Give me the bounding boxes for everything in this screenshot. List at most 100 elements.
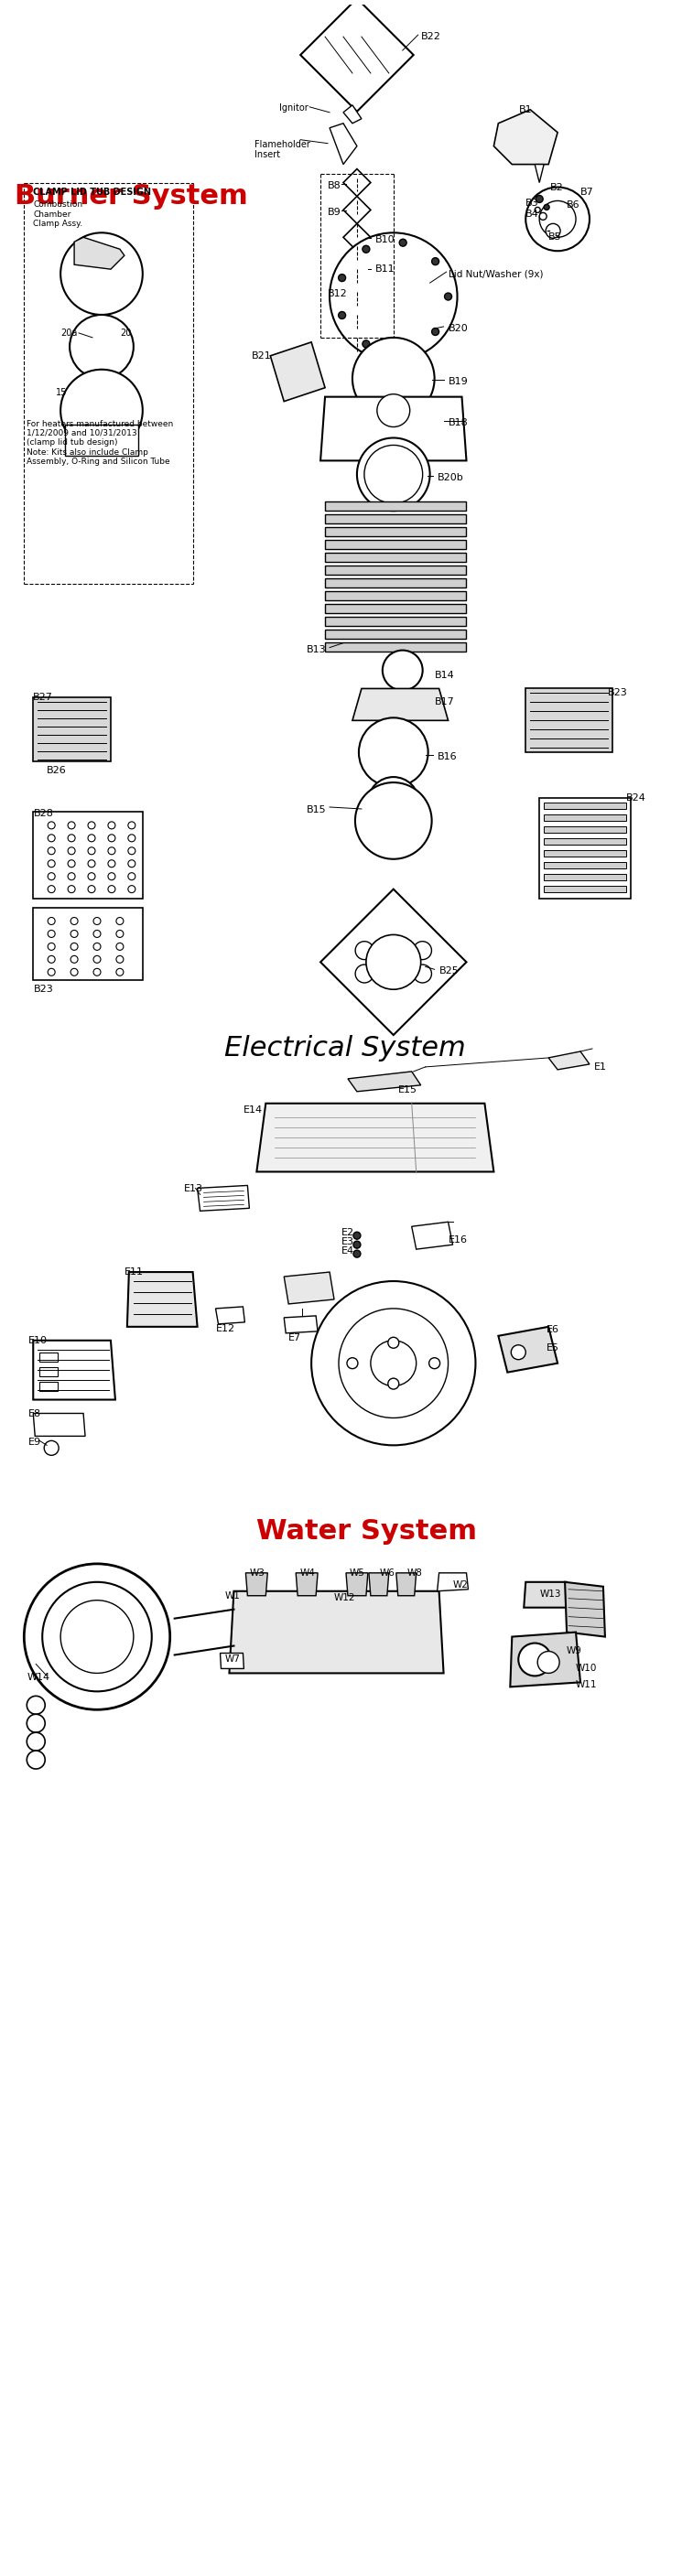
Circle shape bbox=[359, 719, 428, 788]
Text: B9: B9 bbox=[328, 209, 341, 216]
Text: B5: B5 bbox=[548, 232, 562, 242]
Circle shape bbox=[116, 969, 123, 976]
Circle shape bbox=[61, 1600, 134, 1674]
Circle shape bbox=[353, 1231, 361, 1239]
Text: Lid Nut/Washer (9x): Lid Nut/Washer (9x) bbox=[448, 268, 543, 278]
Polygon shape bbox=[524, 1582, 569, 1607]
Polygon shape bbox=[33, 1414, 85, 1437]
Circle shape bbox=[128, 873, 135, 881]
Text: E2: E2 bbox=[342, 1229, 355, 1236]
Text: W1: W1 bbox=[224, 1592, 240, 1600]
Text: Flameholder
Insert: Flameholder Insert bbox=[255, 139, 310, 160]
Text: B20: B20 bbox=[448, 325, 468, 332]
Circle shape bbox=[27, 1695, 45, 1713]
Polygon shape bbox=[412, 1221, 453, 1249]
Circle shape bbox=[70, 943, 78, 951]
Polygon shape bbox=[343, 224, 370, 250]
Polygon shape bbox=[544, 873, 626, 881]
Text: Water System: Water System bbox=[256, 1517, 477, 1546]
Circle shape bbox=[108, 886, 115, 894]
Circle shape bbox=[70, 969, 78, 976]
Polygon shape bbox=[325, 554, 466, 562]
Polygon shape bbox=[325, 603, 466, 613]
Circle shape bbox=[128, 886, 135, 894]
Circle shape bbox=[338, 273, 346, 281]
Circle shape bbox=[368, 778, 419, 827]
Circle shape bbox=[88, 822, 95, 829]
Circle shape bbox=[44, 1440, 59, 1455]
Polygon shape bbox=[325, 567, 466, 574]
Polygon shape bbox=[329, 124, 357, 165]
Polygon shape bbox=[300, 0, 413, 111]
Circle shape bbox=[93, 917, 101, 925]
Circle shape bbox=[93, 969, 101, 976]
Circle shape bbox=[48, 886, 55, 894]
Circle shape bbox=[539, 214, 547, 219]
Polygon shape bbox=[325, 616, 466, 626]
Circle shape bbox=[366, 935, 421, 989]
Circle shape bbox=[108, 860, 115, 868]
Text: B17: B17 bbox=[434, 698, 454, 706]
Text: B20b: B20b bbox=[437, 474, 464, 482]
Circle shape bbox=[544, 204, 550, 209]
Circle shape bbox=[61, 232, 143, 314]
Polygon shape bbox=[256, 1103, 494, 1172]
Circle shape bbox=[93, 943, 101, 951]
Text: E16: E16 bbox=[448, 1236, 467, 1244]
Text: B25: B25 bbox=[439, 966, 459, 976]
Text: E3: E3 bbox=[342, 1236, 354, 1247]
Circle shape bbox=[68, 873, 75, 881]
Polygon shape bbox=[353, 688, 448, 721]
Circle shape bbox=[429, 1358, 440, 1368]
Circle shape bbox=[108, 822, 115, 829]
Circle shape bbox=[68, 822, 75, 829]
Polygon shape bbox=[197, 1185, 250, 1211]
Circle shape bbox=[88, 860, 95, 868]
Circle shape bbox=[329, 232, 458, 361]
Circle shape bbox=[48, 969, 55, 976]
Text: W2: W2 bbox=[453, 1579, 468, 1589]
Circle shape bbox=[88, 873, 95, 881]
Polygon shape bbox=[33, 698, 110, 762]
Circle shape bbox=[377, 394, 410, 428]
Polygon shape bbox=[33, 907, 143, 981]
Text: W9: W9 bbox=[567, 1646, 582, 1654]
Circle shape bbox=[68, 860, 75, 868]
Bar bbox=[40, 1368, 58, 1376]
Circle shape bbox=[353, 1249, 361, 1257]
Circle shape bbox=[535, 206, 540, 214]
Text: B4: B4 bbox=[526, 209, 539, 219]
Circle shape bbox=[432, 258, 439, 265]
Polygon shape bbox=[65, 425, 138, 456]
Text: E8: E8 bbox=[29, 1409, 42, 1417]
Circle shape bbox=[338, 312, 346, 319]
Circle shape bbox=[536, 196, 543, 204]
Polygon shape bbox=[321, 889, 466, 1036]
Circle shape bbox=[526, 188, 589, 250]
Circle shape bbox=[362, 340, 370, 348]
Circle shape bbox=[399, 240, 406, 247]
Text: B2: B2 bbox=[550, 183, 564, 191]
Text: E10: E10 bbox=[29, 1337, 48, 1345]
Polygon shape bbox=[284, 1273, 334, 1303]
Text: W7: W7 bbox=[224, 1654, 240, 1664]
Circle shape bbox=[353, 1242, 361, 1249]
Circle shape bbox=[370, 1340, 416, 1386]
Circle shape bbox=[364, 446, 423, 502]
Circle shape bbox=[48, 873, 55, 881]
Polygon shape bbox=[325, 528, 466, 536]
Circle shape bbox=[27, 1752, 45, 1770]
Circle shape bbox=[93, 930, 101, 938]
Text: B7: B7 bbox=[580, 188, 594, 196]
Polygon shape bbox=[74, 237, 124, 268]
Text: E5: E5 bbox=[547, 1342, 559, 1352]
Circle shape bbox=[93, 956, 101, 963]
Polygon shape bbox=[325, 577, 466, 587]
Text: E13: E13 bbox=[183, 1185, 203, 1193]
Text: B22: B22 bbox=[421, 31, 441, 41]
Circle shape bbox=[539, 201, 576, 237]
Polygon shape bbox=[343, 106, 361, 124]
Text: B23: B23 bbox=[34, 984, 54, 994]
Text: B27: B27 bbox=[33, 693, 53, 703]
Polygon shape bbox=[325, 641, 466, 652]
